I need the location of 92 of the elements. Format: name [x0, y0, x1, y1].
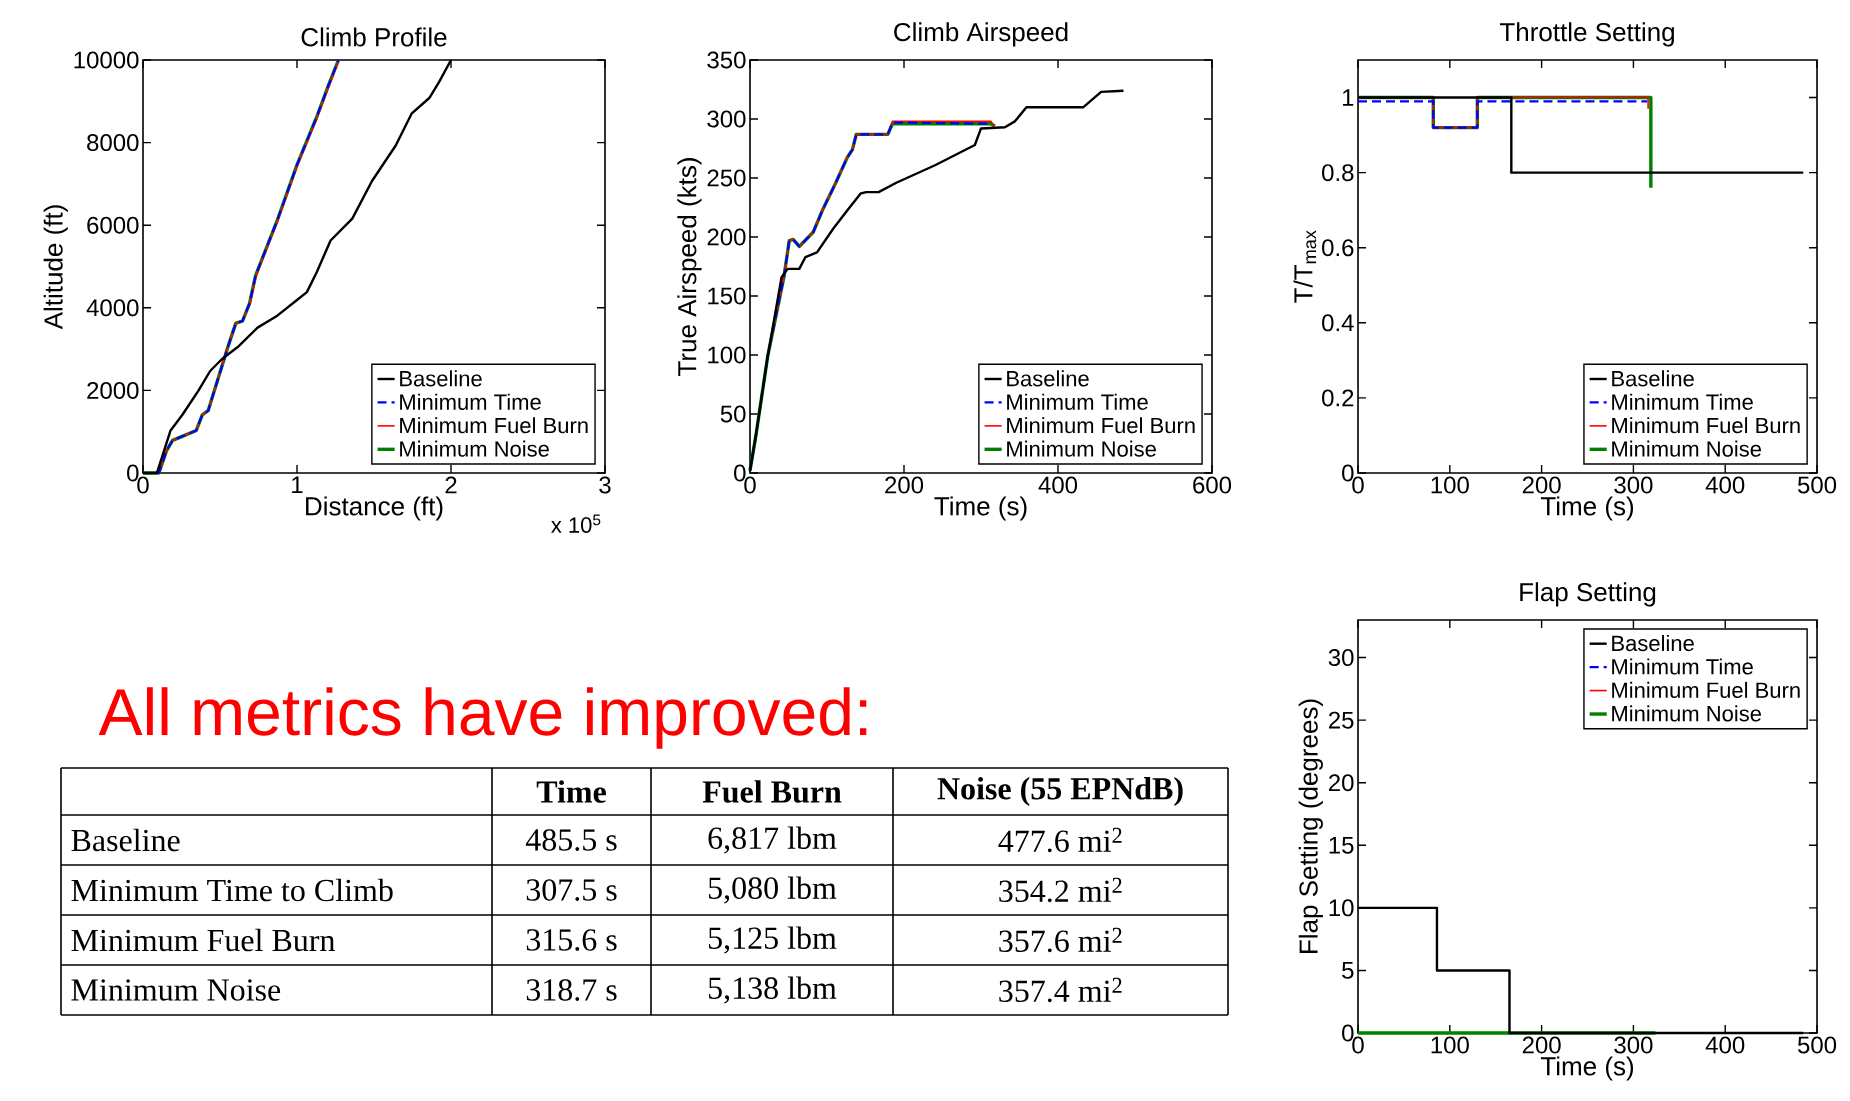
y-tick-label: 50 — [720, 405, 746, 423]
x-axis-title: Time (s) — [934, 496, 1027, 521]
y-tick-label: 0.6 — [1322, 239, 1354, 257]
legend-label: Minimum Noise — [400, 440, 549, 457]
y-tick-label: 15 — [1329, 836, 1354, 854]
chart-title: Climb Profile — [301, 27, 447, 47]
y-tick-label: 200 — [707, 228, 746, 246]
legend-label: Minimum Noise — [1007, 440, 1156, 457]
x-tick-label: 100 — [1431, 476, 1469, 494]
y-tick-label: 150 — [708, 287, 746, 305]
text: 315.6 s — [526, 929, 617, 951]
text: 477.6 mi$^{2}$ — [998, 827, 1122, 853]
x-axis-title: Distance (ft) — [306, 496, 443, 521]
y-tick-label: 250 — [707, 169, 746, 187]
y-tick-label: 5 — [1342, 962, 1354, 979]
y-tick-label: 350 — [707, 51, 746, 69]
x-tick-label: 300 — [1614, 1036, 1653, 1054]
y-axis-title: True Airspeed (kts) — [677, 158, 702, 376]
y-tick-label: 4000 — [86, 299, 139, 317]
y-tick-label: 0 — [734, 464, 746, 482]
text: 307.5 s — [526, 879, 617, 901]
legend-label: Minimum Time — [1612, 393, 1753, 410]
x-tick-label: 300 — [1614, 476, 1653, 494]
category-label: Minimum Noise — [71, 979, 281, 1001]
category-label: Time — [536, 780, 606, 803]
text: All metrics have improved: — [98, 687, 867, 749]
y-tick-label: 0.4 — [1322, 314, 1354, 332]
x-tick-label: 100 — [1431, 1036, 1469, 1054]
text: 354.2 mi$^{2}$ — [999, 877, 1122, 903]
x-tick-label: 200 — [885, 476, 924, 494]
x-tick-label: 500 — [1797, 476, 1837, 494]
x-tick-label: 200 — [1522, 476, 1561, 494]
text: 6,817 lbm — [708, 826, 837, 854]
x-tick-label: 200 — [1522, 1036, 1561, 1054]
text: 318.7 s — [526, 979, 617, 1001]
legend-label: Baseline — [400, 370, 482, 387]
text: 357.6 mi$^{2}$ — [999, 927, 1122, 953]
legend-label: Baseline — [1612, 370, 1694, 387]
x-tick-label: 500 — [1797, 1036, 1837, 1054]
y-axis-title: T/T$_{max}$ — [1293, 230, 1317, 303]
y-tick-label: 2000 — [87, 381, 139, 399]
text: 5,080 lbm — [708, 876, 837, 904]
chart-title: Throttle Setting — [1499, 22, 1674, 47]
legend-label: Baseline — [1612, 634, 1694, 652]
x-tick-label: 3 — [599, 476, 611, 494]
y-tick-label: 10000 — [74, 51, 139, 69]
x-tick-label: 400 — [1705, 476, 1745, 494]
legend-label: Minimum Fuel Burn — [400, 417, 588, 434]
y-tick-label: 100 — [708, 346, 746, 364]
category-label: Noise (55 EPNdB) — [937, 777, 1183, 807]
text: 5,138 lbm — [708, 976, 837, 1004]
legend-label: Minimum Time — [400, 393, 541, 410]
category-label: Minimum Fuel Burn — [71, 928, 335, 952]
y-tick-label: 20 — [1328, 774, 1354, 792]
legend-label: Minimum Time — [1007, 393, 1148, 410]
legend-label: Minimum Fuel Burn — [1007, 417, 1195, 434]
text: 485.5 s — [525, 829, 617, 851]
y-tick-label: 300 — [707, 110, 746, 128]
y-axis-title: Flap Setting (degrees) — [1298, 699, 1323, 953]
x-tick-label: 1 — [292, 476, 303, 494]
text: x 10$^{5}$ — [551, 514, 601, 533]
y-tick-label: 0 — [127, 464, 139, 482]
text: 5,125 lbm — [708, 926, 837, 954]
legend-label: Minimum Fuel Burn — [1612, 417, 1800, 434]
x-axis-title: Time (s) — [1540, 1056, 1634, 1081]
legend-label: Baseline — [1007, 370, 1089, 387]
y-tick-label: 6000 — [87, 216, 139, 234]
y-tick-label: 1 — [1342, 89, 1354, 106]
chart-title: Climb Airspeed — [894, 22, 1068, 47]
x-tick-label: 2 — [445, 476, 457, 494]
x-tick-label: 400 — [1038, 476, 1078, 494]
y-axis-title: Altitude (ft) — [43, 205, 68, 330]
y-tick-label: 0.2 — [1322, 389, 1354, 407]
category-label: Baseline — [71, 828, 180, 852]
chart-title: Flap Setting — [1520, 582, 1656, 607]
legend-label: Minimum Noise — [1612, 440, 1761, 457]
x-tick-label: 400 — [1705, 1036, 1745, 1054]
y-tick-label: 0 — [1342, 464, 1354, 482]
y-tick-label: 8000 — [87, 134, 139, 152]
legend-label: Minimum Time — [1612, 658, 1753, 675]
text: 357.4 mi$^{2}$ — [999, 977, 1122, 1003]
y-tick-label: 0.8 — [1322, 164, 1354, 182]
category-label: Fuel Burn — [702, 780, 842, 803]
y-tick-label: 0 — [1342, 1024, 1354, 1042]
y-tick-label: 30 — [1328, 649, 1354, 667]
category-label: Minimum Time to Climb — [71, 878, 393, 902]
legend-label: Minimum Fuel Burn — [1612, 681, 1800, 699]
legend-label: Minimum Noise — [1612, 705, 1761, 722]
y-tick-label: 10 — [1329, 899, 1354, 917]
x-tick-label: 600 — [1193, 476, 1232, 494]
x-axis-title: Time (s) — [1540, 496, 1634, 521]
y-tick-label: 25 — [1328, 711, 1354, 729]
